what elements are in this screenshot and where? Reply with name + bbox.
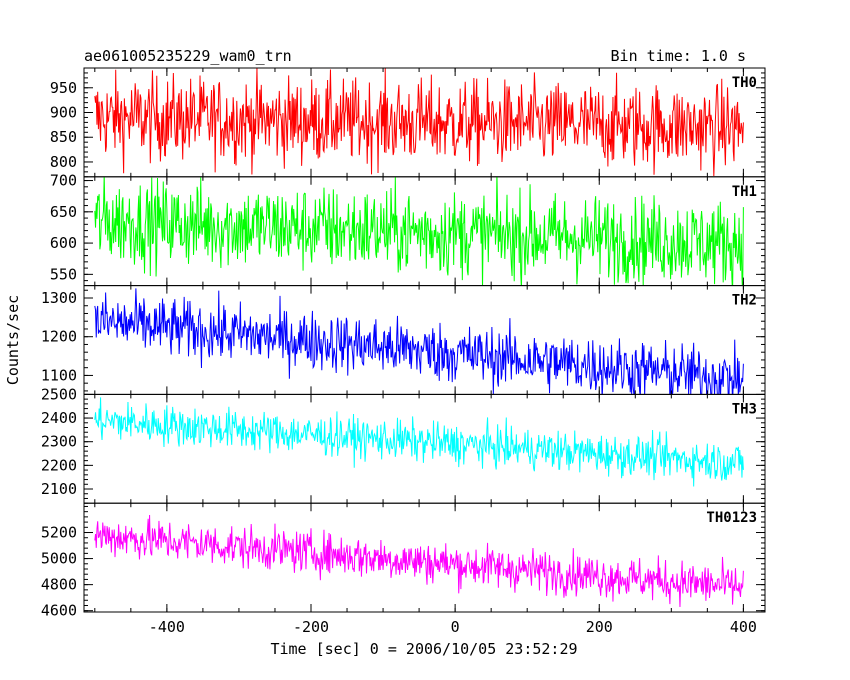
series-line-th2 [94,288,744,395]
y-tick-label: 5000 [41,550,77,568]
y-tick-label: 800 [50,153,77,171]
panel-label-th2: TH2 [732,293,757,309]
y-tick-label: 2400 [41,409,77,427]
y-axis-label: Counts/sec [4,295,22,385]
x-tick-label: -200 [293,618,329,636]
x-tick-label: 400 [730,618,757,636]
series-line-th3 [94,397,744,487]
panel-label-th0123: TH0123 [706,510,757,526]
panel-th0123: 4600 4800 5000 5200 TH0123 [41,502,766,620]
y-tick-label: 1100 [41,366,77,384]
series-line-th0123 [94,515,744,607]
panels-group: 800 850 900 950 TH0 550 600 650 700 TH1 1100 1200 13… [41,67,766,620]
y-tick-label: 2100 [41,480,77,498]
x-axis-label: Time [sec] 0 = 2006/10/05 23:52:29 [270,640,577,658]
y-tick-label: 4600 [41,602,77,620]
y-tick-label: 2200 [41,456,77,474]
chart-title-left: ae061005235229_wam0_trn [84,47,292,65]
x-axis: -400 -200 0 200 400 [149,618,757,636]
y-tick-label: 2500 [41,385,77,403]
series-line-th1 [94,176,744,286]
x-tick-label: 200 [586,618,613,636]
panel-label-th3: TH3 [732,401,757,417]
panel-label-th1: TH1 [732,184,757,200]
y-tick-label: 650 [50,203,77,221]
panel-frame [83,502,766,613]
y-tick-label: 1200 [41,328,77,346]
series-line-th0 [94,68,744,176]
y-tick-label: 4800 [41,576,77,594]
y-tick-label: 600 [50,234,77,252]
y-tick-label: 1300 [41,289,77,307]
y-tick-label: 2300 [41,433,77,451]
y-tick-label: 900 [50,104,77,122]
y-tick-label: 850 [50,128,77,146]
panel-th1: 550 600 650 700 TH1 [50,172,766,287]
y-tick-label: 950 [50,79,77,97]
y-tick-label: 5200 [41,524,77,542]
x-tick-label: -400 [149,618,185,636]
chart-title-right: Bin time: 1.0 s [611,47,746,65]
panel-th0: 800 850 900 950 TH0 [50,67,766,178]
panel-th3: 2100 2200 2300 2400 2500 TH3 [41,385,766,504]
panel-th2: 1100 1200 1300 TH2 [41,285,766,395]
panel-label-th0: TH0 [732,75,757,91]
y-tick-label: 550 [50,265,77,283]
y-tick-label: 700 [50,172,77,190]
x-tick-label: 0 [451,618,460,636]
